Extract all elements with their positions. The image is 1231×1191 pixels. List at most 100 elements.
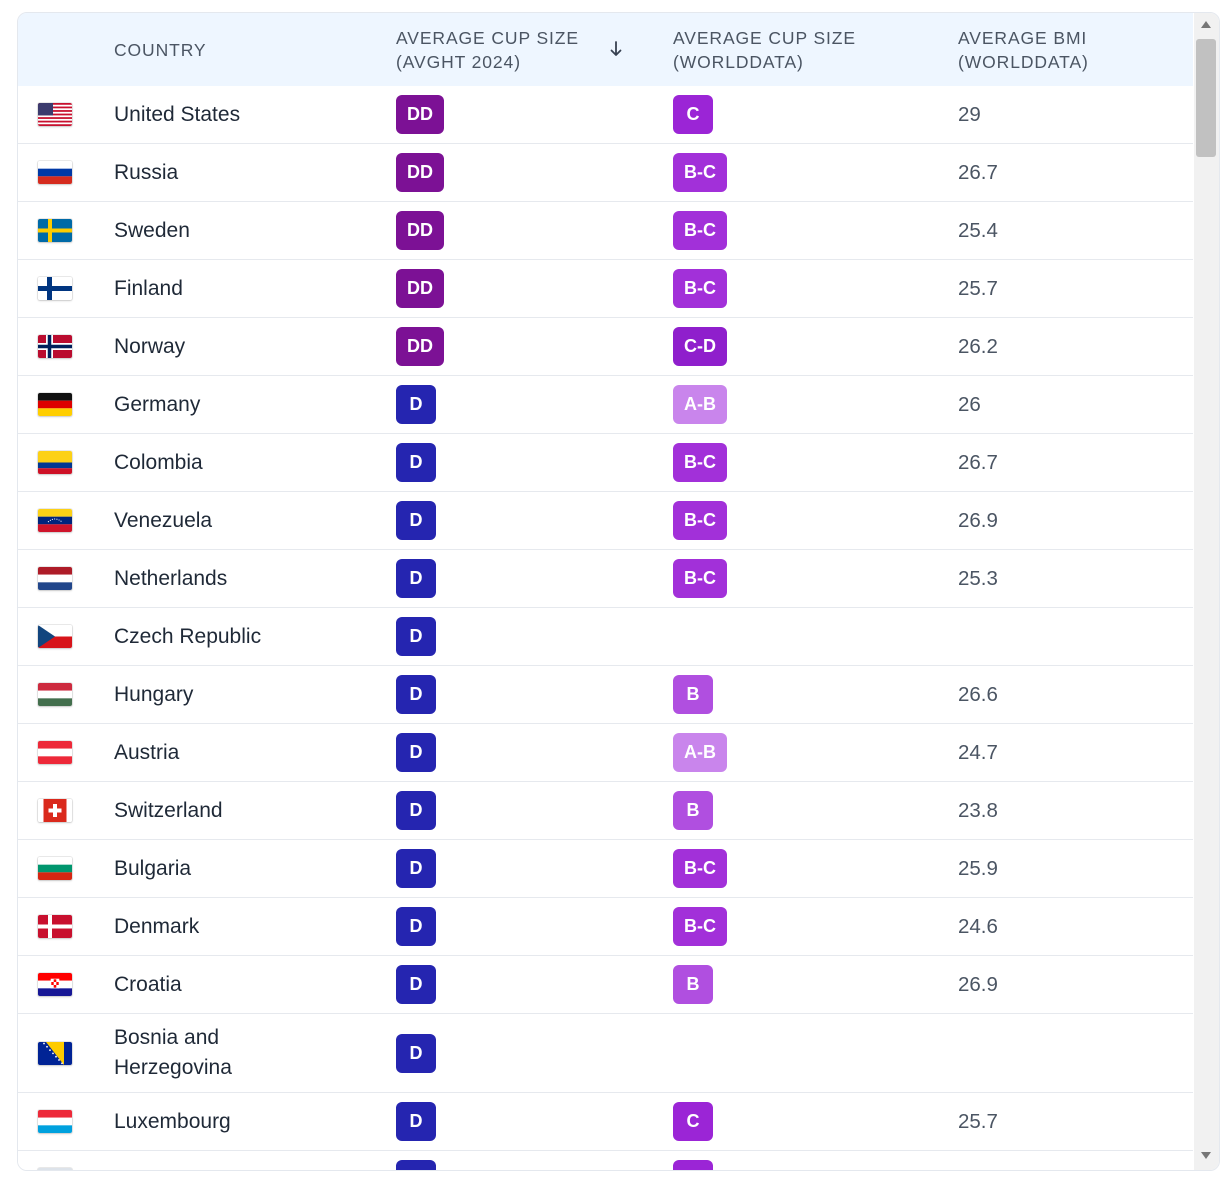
column-header-worlddata-cup-line1: AVERAGE CUP SIZE xyxy=(673,27,856,48)
table-row[interactable]: Denmark D B-C 24.6 xyxy=(18,898,1193,956)
table-row[interactable]: Finland DD B-C 25.7 xyxy=(18,260,1193,318)
bmi-value: 25.9 xyxy=(958,856,998,880)
table-row-partial[interactable] xyxy=(18,1151,1193,1170)
table-row[interactable]: Bosnia and Herzegovina D xyxy=(18,1014,1193,1093)
bmi-value: 25.4 xyxy=(958,218,998,242)
bmi-value: 25.3 xyxy=(958,566,998,590)
country-name: Denmark xyxy=(114,914,200,938)
column-header-worlddata-cup[interactable]: AVERAGE CUP SIZE (WORLDDATA) xyxy=(673,13,856,86)
table-row[interactable]: Netherlands D B-C 25.3 xyxy=(18,550,1193,608)
flag-icon xyxy=(38,1168,72,1170)
scroll-down-arrow-icon[interactable] xyxy=(1201,1152,1211,1159)
table-viewport[interactable]: COUNTRY AVERAGE CUP SIZE (AVGHT 2024) AV… xyxy=(18,13,1193,1170)
bmi-value: 25.7 xyxy=(958,1109,998,1133)
avght-cup-badge: D xyxy=(396,849,436,888)
ba-flag-icon xyxy=(38,1041,72,1065)
table-row[interactable]: United States DD C 29 xyxy=(18,86,1193,144)
table-row[interactable]: Hungary D B 26.6 xyxy=(18,666,1193,724)
worlddata-cup-badge: B xyxy=(673,965,713,1004)
country-name: Netherlands xyxy=(114,566,228,590)
avght-cup-badge: D xyxy=(396,791,436,830)
country-name: Finland xyxy=(114,276,183,300)
arrow-down-icon[interactable] xyxy=(609,39,623,59)
ru-flag-icon xyxy=(38,161,72,184)
worlddata-cup-badge: B xyxy=(673,791,713,830)
column-header-worlddata-cup-line2: (WORLDDATA) xyxy=(673,51,804,72)
worlddata-cup-badge xyxy=(673,1160,713,1170)
table-row[interactable]: Colombia D B-C 26.7 xyxy=(18,434,1193,492)
country-name: Croatia xyxy=(114,972,182,996)
dk-flag-icon xyxy=(38,915,72,938)
avght-cup-badge: DD xyxy=(396,153,444,192)
country-name: Bulgaria xyxy=(114,856,192,880)
bmi-value: 23.8 xyxy=(958,798,998,822)
avght-cup-badge: DD xyxy=(396,95,444,134)
column-header-bmi[interactable]: AVERAGE BMI (WORLDDATA) xyxy=(958,13,1089,86)
at-flag-icon xyxy=(38,741,72,764)
column-header-bmi-line1: AVERAGE BMI xyxy=(958,27,1088,48)
nl-flag-icon xyxy=(38,567,72,590)
table-row[interactable]: Venezuela D B-C 26.9 xyxy=(18,492,1193,550)
co-flag-icon xyxy=(38,451,72,474)
table-row[interactable]: Croatia D B 26.9 xyxy=(18,956,1193,1014)
country-name: Hungary xyxy=(114,682,194,706)
worlddata-cup-badge: B-C xyxy=(673,269,727,308)
table-row[interactable]: Luxembourg D C 25.7 xyxy=(18,1093,1193,1151)
bmi-value: 26.7 xyxy=(958,160,998,184)
worlddata-cup-badge: B-C xyxy=(673,559,727,598)
bmi-value: 29 xyxy=(958,102,981,126)
country-name: Russia xyxy=(114,160,179,184)
country-name: Czech Republic xyxy=(114,624,262,648)
bmi-value: 25.7 xyxy=(958,276,998,300)
table-row[interactable]: Russia DD B-C 26.7 xyxy=(18,144,1193,202)
cz-flag-icon xyxy=(38,625,72,648)
country-name: Norway xyxy=(114,334,186,358)
country-name: Venezuela xyxy=(114,508,213,532)
avght-cup-badge: D xyxy=(396,675,436,714)
table-row[interactable]: Switzerland D B 23.8 xyxy=(18,782,1193,840)
lu-flag-icon xyxy=(38,1110,72,1133)
country-name: Austria xyxy=(114,740,180,764)
fi-flag-icon xyxy=(38,277,72,300)
table-row[interactable]: Austria D A-B 24.7 xyxy=(18,724,1193,782)
country-name: Switzerland xyxy=(114,798,223,822)
column-header-bmi-line2: (WORLDDATA) xyxy=(958,51,1089,72)
bmi-value: 26.7 xyxy=(958,450,998,474)
column-header-country-label: COUNTRY xyxy=(114,39,207,60)
hr-flag-icon xyxy=(38,973,72,996)
country-name: Colombia xyxy=(114,450,203,474)
column-header-avght[interactable]: AVERAGE CUP SIZE (AVGHT 2024) xyxy=(396,13,579,86)
avght-cup-badge: DD xyxy=(396,269,444,308)
avght-cup-badge: DD xyxy=(396,211,444,250)
ch-flag-icon xyxy=(38,799,72,822)
scrollbar-thumb[interactable] xyxy=(1196,39,1216,157)
column-header-country[interactable]: COUNTRY xyxy=(114,13,207,86)
bmi-value: 26.9 xyxy=(958,972,998,996)
table-row[interactable]: Sweden DD B-C 25.4 xyxy=(18,202,1193,260)
bg-flag-icon xyxy=(38,857,72,880)
scroll-up-arrow-icon[interactable] xyxy=(1201,21,1211,28)
avght-cup-badge: D xyxy=(396,501,436,540)
table-row[interactable]: Germany D A-B 26 xyxy=(18,376,1193,434)
avght-cup-badge: DD xyxy=(396,327,444,366)
worlddata-cup-badge: B-C xyxy=(673,443,727,482)
country-name: United States xyxy=(114,102,241,126)
bmi-value: 26.9 xyxy=(958,508,998,532)
avght-cup-badge: D xyxy=(396,907,436,946)
column-header-avght-line2: (AVGHT 2024) xyxy=(396,51,521,72)
worlddata-cup-badge: B-C xyxy=(673,153,727,192)
de-flag-icon xyxy=(38,393,72,416)
table-row[interactable]: Czech Republic D xyxy=(18,608,1193,666)
avght-cup-badge: D xyxy=(396,1102,436,1141)
worlddata-cup-badge: B-C xyxy=(673,501,727,540)
us-flag-icon xyxy=(38,103,72,126)
table-row[interactable]: Bulgaria D B-C 25.9 xyxy=(18,840,1193,898)
vertical-scrollbar[interactable] xyxy=(1194,13,1219,1170)
no-flag-icon xyxy=(38,335,72,358)
worlddata-cup-badge: B-C xyxy=(673,849,727,888)
table-row[interactable]: Norway DD C-D 26.2 xyxy=(18,318,1193,376)
avght-cup-badge: D xyxy=(396,617,436,656)
avght-cup-badge: D xyxy=(396,965,436,1004)
avght-cup-badge: D xyxy=(396,733,436,772)
country-name: Germany xyxy=(114,392,201,416)
